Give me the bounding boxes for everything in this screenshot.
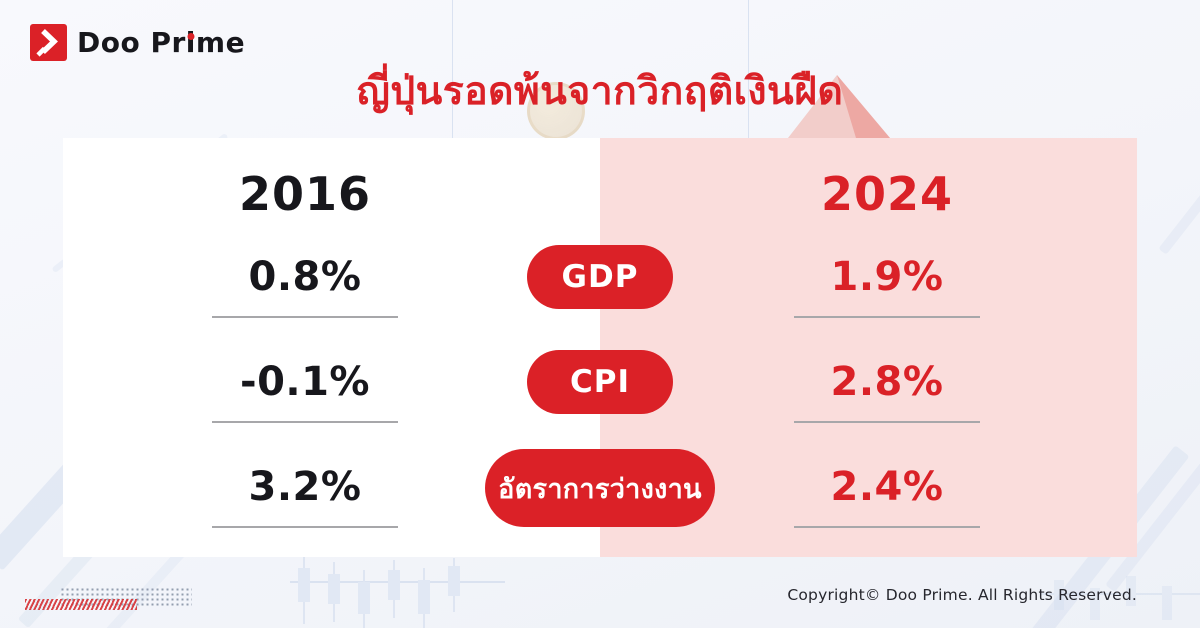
doo-prime-logo: Doo Prime	[30, 24, 245, 61]
value-2024-cpi: 2.8%	[830, 359, 944, 405]
underline	[212, 526, 398, 528]
underline	[794, 316, 980, 318]
wordmark-post: me	[195, 25, 246, 59]
value-2024-unemployment: 2.4%	[830, 464, 944, 510]
value-2016-unemployment: 3.2%	[248, 464, 362, 510]
up-arrow-decoration	[788, 75, 890, 138]
value-2024-gdp: 1.9%	[830, 254, 944, 300]
page-title: ญี่ปุ่นรอดพ้นจากวิกฤติเงินฝืด	[356, 69, 844, 114]
metric-pill-unemployment: อัตราการว่างงาน	[485, 449, 715, 527]
doo-prime-wordmark: Doo Prime	[77, 25, 246, 59]
underline	[212, 316, 398, 318]
value-2016-cpi: -0.1%	[239, 359, 371, 405]
wordmark-i-red-dot: i	[185, 25, 196, 59]
metric-pill-cpi: CPI	[527, 350, 673, 414]
year-header-2016: 2016	[238, 167, 372, 221]
year-header-2024: 2024	[820, 167, 954, 221]
underline	[794, 421, 980, 423]
copyright-text: Copyright© Doo Prime. All Rights Reserve…	[787, 586, 1137, 604]
underline	[794, 526, 980, 528]
red-hatch-bar-decoration	[25, 599, 137, 610]
doo-prime-logo-icon	[30, 24, 67, 61]
underline	[212, 421, 398, 423]
wordmark-pre: Doo Pr	[77, 25, 186, 59]
value-2016-gdp: 0.8%	[248, 254, 362, 300]
metric-pill-gdp: GDP	[527, 245, 673, 309]
candlestick-chart-decoration	[290, 556, 505, 628]
background-gridline	[748, 0, 749, 138]
background-gridline	[452, 0, 453, 138]
candlestick-chart-decoration	[1040, 576, 1200, 620]
